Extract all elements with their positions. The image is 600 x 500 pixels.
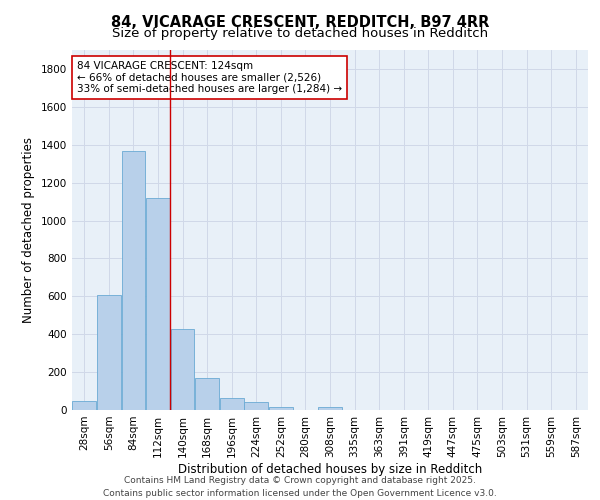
Bar — [244, 402, 268, 410]
Text: 84, VICARAGE CRESCENT, REDDITCH, B97 4RR: 84, VICARAGE CRESCENT, REDDITCH, B97 4RR — [111, 15, 489, 30]
Bar — [170, 328, 194, 410]
Bar — [122, 152, 145, 410]
Bar — [269, 407, 293, 410]
Bar — [146, 198, 170, 410]
Bar — [97, 296, 121, 410]
Bar — [220, 398, 244, 410]
Y-axis label: Number of detached properties: Number of detached properties — [22, 137, 35, 323]
X-axis label: Distribution of detached houses by size in Redditch: Distribution of detached houses by size … — [178, 462, 482, 475]
Text: Size of property relative to detached houses in Redditch: Size of property relative to detached ho… — [112, 28, 488, 40]
Text: 84 VICARAGE CRESCENT: 124sqm
← 66% of detached houses are smaller (2,526)
33% of: 84 VICARAGE CRESCENT: 124sqm ← 66% of de… — [77, 61, 342, 94]
Bar — [73, 400, 96, 410]
Bar — [195, 378, 219, 410]
Text: Contains HM Land Registry data © Crown copyright and database right 2025.
Contai: Contains HM Land Registry data © Crown c… — [103, 476, 497, 498]
Bar — [318, 407, 342, 410]
